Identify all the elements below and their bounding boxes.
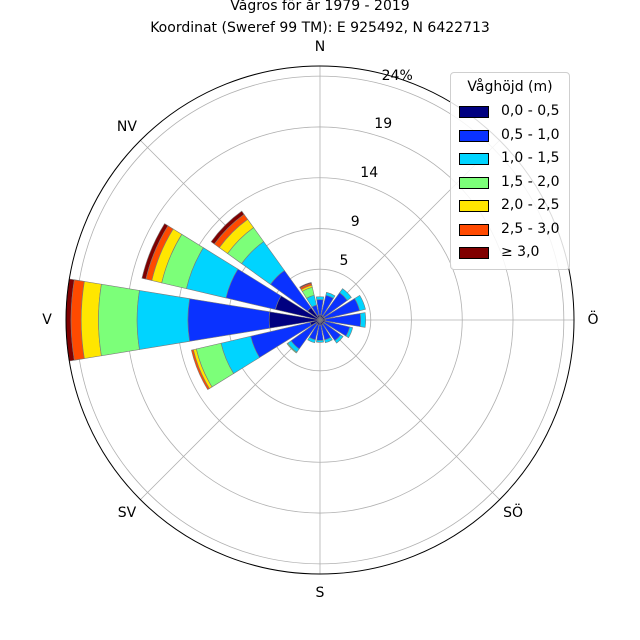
chart-title: Vågros för år 1979 - 2019 xyxy=(230,0,410,14)
rose-bar-segment xyxy=(275,295,321,321)
legend-label: ≥ 3,0 xyxy=(501,244,540,260)
rose-bar-segment xyxy=(98,283,140,357)
rose-bar-segment xyxy=(316,314,321,321)
legend-item: 1,5 - 2,0 xyxy=(459,173,569,192)
legend-label: 2,0 - 2,5 xyxy=(501,197,560,213)
radial-tick-label: 14 xyxy=(360,165,379,182)
rose-bar-segment xyxy=(268,311,321,329)
grid-spoke xyxy=(319,319,500,500)
legend-item: 0,5 - 1,0 xyxy=(459,126,569,145)
rose-bar-segment xyxy=(307,307,321,321)
legend-swatch xyxy=(459,247,489,259)
direction-label: NV xyxy=(116,118,137,135)
radial-tick-label: 9 xyxy=(350,214,360,231)
legend-swatch xyxy=(459,223,489,236)
legend-item: 0,0 - 0,5 xyxy=(459,103,569,121)
legend-title: Våghöjd (m) xyxy=(467,79,553,95)
direction-label: SÖ xyxy=(503,505,523,522)
direction-label: V xyxy=(42,312,52,328)
radial-tick-label: 19 xyxy=(374,116,393,133)
legend-swatch xyxy=(459,200,489,212)
legend-swatch xyxy=(459,106,489,118)
rose-bar-segment xyxy=(359,312,367,328)
legend: Våghöjd (m) 0,0 - 0,5 0,5 - 1,0 1,0 - 1,5 1… xyxy=(450,72,570,270)
legend-label: 0,0 - 0,5 xyxy=(501,103,560,119)
direction-label: Ö xyxy=(587,312,599,328)
legend-swatch xyxy=(459,176,489,189)
chart-subtitle: Koordinat (Sweref 99 TM): E 925492, N 64… xyxy=(150,20,490,36)
outer-frame xyxy=(65,65,575,575)
radial-tick-label: 24% xyxy=(381,67,413,84)
legend-label: 1,0 - 1,5 xyxy=(501,150,560,166)
legend-item: 1,0 - 1,5 xyxy=(459,150,569,168)
direction-label: N xyxy=(314,39,326,55)
legend-swatch xyxy=(459,153,489,165)
legend-label: 0,5 - 1,0 xyxy=(501,126,560,143)
grid-spoke xyxy=(140,319,321,500)
legend-item: ≥ 3,0 xyxy=(459,244,569,262)
rose-bar-segment xyxy=(136,290,191,350)
legend-item: 2,5 - 3,0 xyxy=(459,220,569,239)
legend-label: 1,5 - 2,0 xyxy=(501,173,560,190)
legend-swatch xyxy=(459,129,489,142)
radial-tick-label: 5 xyxy=(339,253,349,270)
legend-label: 2,5 - 3,0 xyxy=(501,220,560,237)
direction-label: S xyxy=(315,585,325,601)
direction-label: SV xyxy=(117,505,137,522)
legend-item: 2,0 - 2,5 xyxy=(459,197,569,215)
